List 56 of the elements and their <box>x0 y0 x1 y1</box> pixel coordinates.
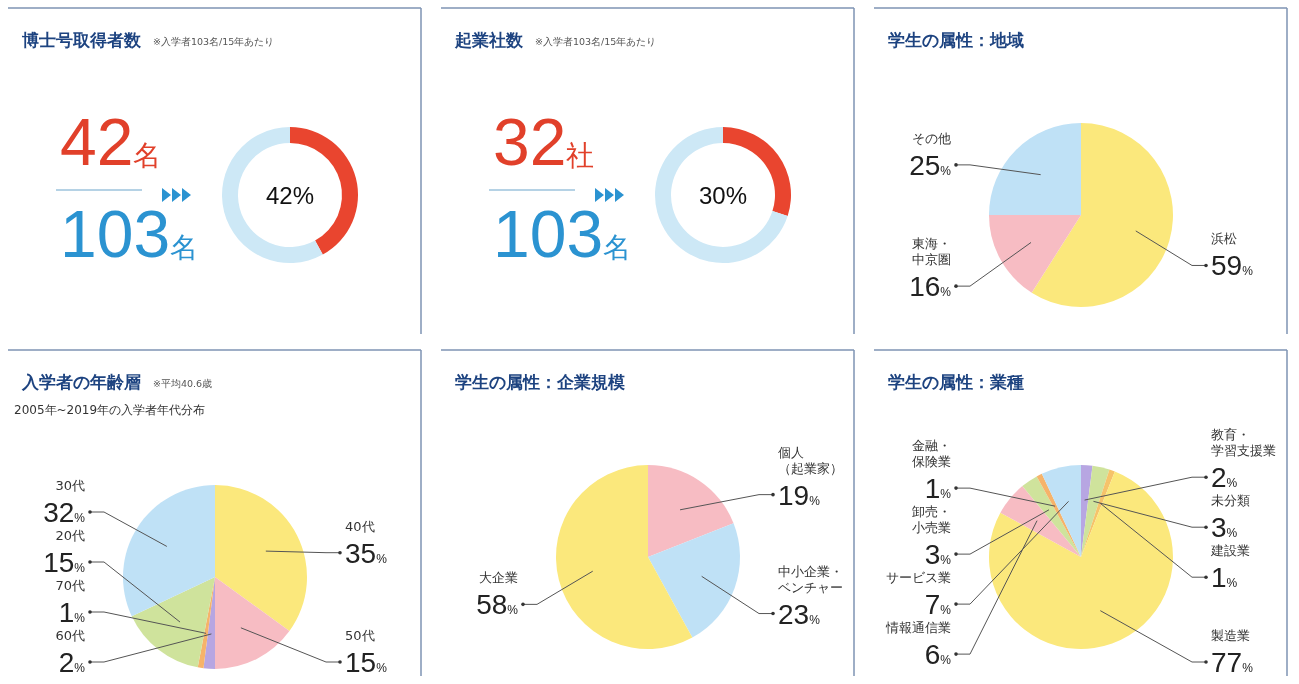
text: 30% <box>698 182 748 209</box>
slice-label: 教育・学習支援業 <box>1211 427 1276 459</box>
text: 起業社数 <box>454 30 524 50</box>
text: 2005年~2019年の入学者年代分布 <box>14 403 206 417</box>
text: 42名 <box>60 105 162 179</box>
data-label: 7% <box>924 589 952 621</box>
data-label: 25% <box>909 149 952 181</box>
slice-label: その他 <box>912 130 951 146</box>
slice-label: 東海・中京圏 <box>912 236 951 268</box>
slice-label: 大企業 <box>479 570 518 586</box>
chart-subtitle: ※平均40.6歳 <box>153 378 213 389</box>
chart-subtitle: ※入学者103名/15年あたり <box>535 36 657 47</box>
data-label: 58% <box>476 589 519 621</box>
data-label: 6% <box>924 639 952 671</box>
data-label: 2% <box>58 647 86 678</box>
chart-title: 学生の属性：業種 <box>888 372 1024 392</box>
slice-label: 30代 <box>55 478 85 493</box>
data-label: 3% <box>924 539 952 571</box>
chart-title: 入学者の年齢層 <box>21 372 141 392</box>
data-label: 1% <box>1211 562 1238 594</box>
data-label: 2% <box>1211 462 1238 494</box>
data-label: 3% <box>1211 512 1238 544</box>
slice-label: 50代 <box>345 628 375 643</box>
data-label: 1% <box>58 597 86 628</box>
data-label: 19% <box>778 479 821 511</box>
text: 103名 <box>60 197 199 271</box>
chart-subtitle: ※入学者103名/15年あたり <box>153 36 275 47</box>
slice-label: サービス業 <box>886 570 951 586</box>
data-label: 1% <box>924 473 952 505</box>
data-label: 59% <box>1211 250 1254 282</box>
text: 32社 <box>493 105 595 179</box>
chart-title: 学生の属性：地域 <box>888 30 1024 50</box>
slice-label: 浜松 <box>1211 231 1237 247</box>
slice-label: 20代 <box>55 528 85 543</box>
slice-label: 卸売・小売業 <box>912 504 951 536</box>
data-label: 77% <box>1211 647 1254 678</box>
slice-label: 60代 <box>55 628 85 643</box>
slice-label: 金融・保険業 <box>912 438 951 470</box>
text: 42% <box>265 182 315 209</box>
slice-label: 40代 <box>345 518 375 534</box>
data-label: 16% <box>909 271 952 303</box>
slice-label: 個人（起業家） <box>778 444 843 476</box>
slice-label: 建設業 <box>1210 543 1250 559</box>
slice-label: 製造業 <box>1211 628 1250 643</box>
slice-label: 70代 <box>55 578 85 593</box>
data-label: 15% <box>43 547 86 578</box>
text: 博士号取得者数 <box>21 30 142 50</box>
text: 103名 <box>493 197 632 271</box>
chart-title: 学生の属性：企業規模 <box>455 372 625 392</box>
data-label: 15% <box>345 647 388 678</box>
slice-label: 未分類 <box>1211 493 1250 509</box>
data-label: 23% <box>778 598 821 630</box>
data-label: 35% <box>345 537 388 569</box>
slice-label: 中小企業・ベンチャー <box>778 563 843 595</box>
slice-label: 情報通信業 <box>885 620 951 636</box>
data-label: 32% <box>43 497 86 528</box>
